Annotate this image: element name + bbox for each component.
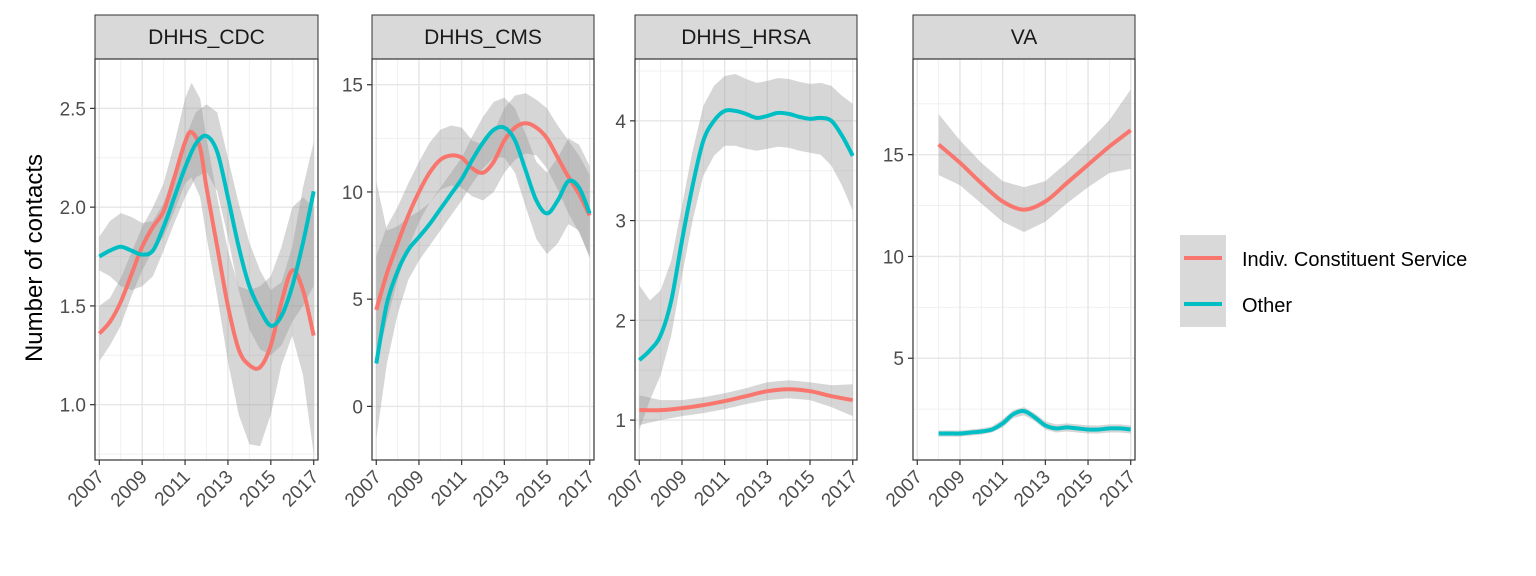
x-tick-label: 2013 (732, 467, 777, 512)
y-tick-label: 3 (615, 212, 626, 233)
ribbon-other (639, 74, 853, 431)
panel-border (94, 58, 319, 461)
strip-background (634, 14, 858, 60)
y-tick-label: 2.0 (60, 198, 86, 219)
ribbon-other (99, 104, 314, 356)
x-tick-label: 2009 (925, 467, 970, 512)
x-tick-label: 2017 (1096, 467, 1141, 512)
strip-label: DHHS_CDC (148, 26, 265, 49)
x-tick-label: 2009 (107, 467, 152, 512)
x-tick-label: 2011 (151, 467, 195, 511)
panel-border (371, 58, 595, 461)
x-tick-label: 2015 (512, 467, 557, 512)
x-tick-label: 2007 (64, 467, 109, 512)
strip-label: DHHS_CMS (424, 26, 542, 49)
y-tick-label: 5 (893, 349, 904, 370)
strip-background (912, 14, 1136, 60)
y-tick-label: 1.5 (60, 297, 86, 318)
x-tick-label: 2011 (968, 467, 1012, 511)
y-tick-label: 2.5 (60, 99, 86, 120)
x-tick-label: 2007 (882, 467, 927, 512)
y-tick-label: 15 (342, 76, 363, 97)
ribbon-indiv-constituent-service (938, 89, 1131, 232)
legend-label-indiv: Indiv. Constituent Service (1242, 249, 1467, 271)
legend: Indiv. Constituent Service Other (1180, 235, 1467, 327)
x-tick-label: 2013 (193, 467, 238, 512)
x-tick-label: 2007 (341, 467, 386, 512)
legend-label-other: Other (1242, 295, 1292, 317)
y-tick-label: 4 (615, 112, 626, 133)
ribbon-indiv-constituent-service (376, 93, 590, 364)
x-tick-label: 2013 (469, 467, 514, 512)
line-indiv-constituent-service (937, 128, 1132, 212)
ribbon-indiv-constituent-service (99, 82, 314, 455)
line-other (374, 124, 592, 364)
y-tick-label: 5 (352, 290, 363, 311)
y-tick-label: 15 (883, 146, 904, 167)
x-tick-label: 2017 (818, 467, 863, 512)
x-tick-label: 2007 (604, 467, 649, 512)
y-tick-label: 1 (615, 411, 626, 432)
x-tick-label: 2015 (1053, 467, 1098, 512)
line-other (637, 108, 855, 362)
strip-label: DHHS_HRSA (681, 26, 811, 49)
line-other (938, 409, 1131, 436)
y-tick-label: 0 (352, 397, 363, 418)
y-tick-label: 10 (883, 247, 904, 268)
x-tick-label: 2011 (427, 467, 471, 511)
line-indiv-constituent-service (639, 387, 854, 413)
panel-border (634, 58, 858, 461)
x-tick-label: 2009 (384, 467, 429, 512)
x-tick-label: 2017 (279, 467, 324, 512)
y-tick-label: 1.0 (60, 396, 86, 417)
x-tick-label: 2015 (775, 467, 820, 512)
y-axis-title: Number of contacts (21, 154, 48, 362)
line-other (98, 133, 316, 328)
ribbon-other (376, 97, 590, 439)
strip-label: VA (1011, 26, 1037, 49)
panel-border (912, 58, 1136, 461)
x-tick-label: 2009 (647, 467, 692, 512)
x-tick-label: 2015 (236, 467, 281, 512)
x-tick-label: 2011 (690, 467, 734, 511)
y-tick-label: 10 (342, 183, 363, 204)
line-indiv-constituent-service (374, 121, 592, 311)
y-tick-label: 2 (615, 311, 626, 332)
strip-background (94, 14, 319, 60)
x-tick-label: 2013 (1010, 467, 1055, 512)
strip-background (371, 14, 595, 60)
x-tick-label: 2017 (555, 467, 600, 512)
